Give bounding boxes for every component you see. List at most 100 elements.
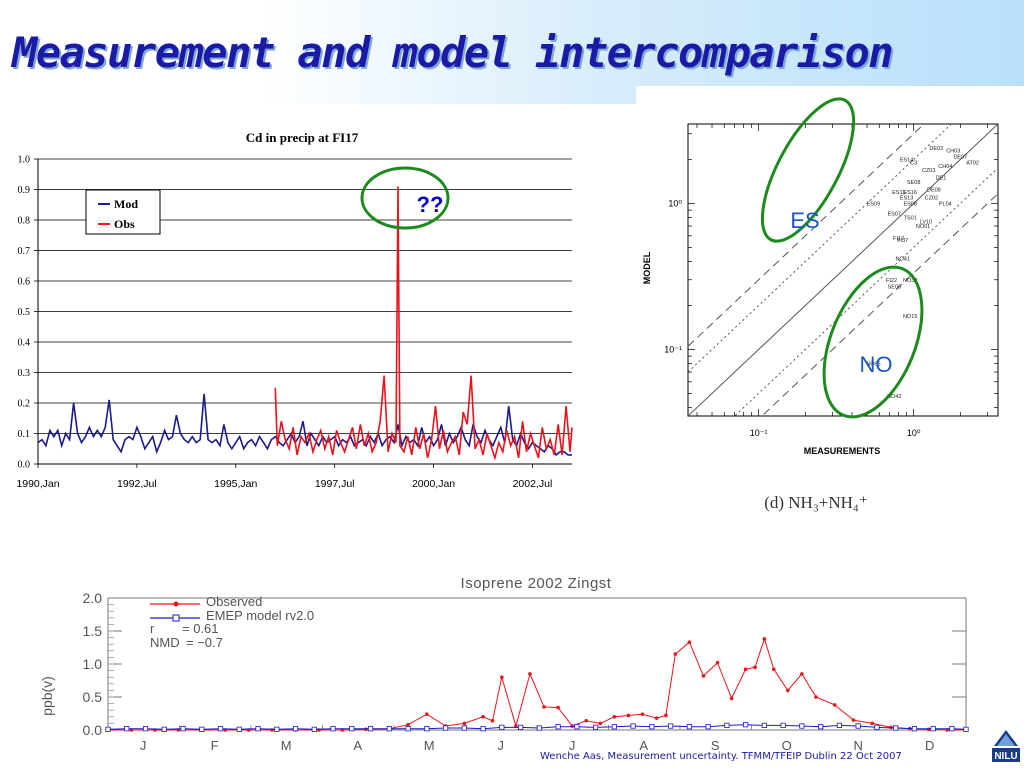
nh-factor3-upper [688,124,925,347]
iso-observed-point [851,718,856,722]
iso-observed-point [626,713,631,718]
nh-point-no41: NO41 [896,256,910,262]
iso-ytick-label: 2.0 [83,590,103,606]
es-label: ES [790,208,819,233]
iso-emep-point [292,726,299,732]
iso-emep-point [686,724,692,730]
iso-observed-point [598,721,603,726]
nh-point-de1: DE1 [936,176,947,182]
stat-r-value: = 0.61 [182,621,219,636]
nh-point-es11: ES11 [892,190,905,196]
iso-xtick-label: J [569,738,576,753]
iso-legend: Observed EMEP model rv2.0 r = 0.61 NMD =… [150,594,314,650]
nh-point-se05: SE05 [888,284,901,290]
iso-emep-point [217,726,224,732]
iso-title: Isoprene 2002 Zingst [461,575,612,592]
nh-point-es13: ES13 [900,195,913,201]
nh-point-cz02: CZ02 [925,195,938,201]
nh-point-ch04: CH04 [938,164,952,170]
iso-observed-point [406,722,410,727]
nilu-logo-text: NILU [994,751,1017,762]
iso-observed-point [481,715,485,719]
cd-ytick-label: 0.6 [18,277,31,288]
nh-ytick-label: 10⁻¹ [664,344,682,354]
nh-point-de08: DE08 [927,187,941,193]
nh-point-es07: ES07 [888,212,901,218]
iso-emep-point [311,726,317,732]
cd-series-obs [274,186,573,461]
iso-emep-point [424,726,430,732]
iso-observed-point [425,712,429,716]
iso-observed-point [771,667,776,672]
legend-obs: Obs [114,217,135,231]
iso-observed-point [528,672,532,676]
cd-legend: Mod Obs [85,189,161,235]
legend-emep: EMEP model rv2.0 [206,608,314,623]
iso-emep-point [855,723,861,729]
nh-xtick-label: 10⁰ [907,428,921,438]
nh-point-pl04: PL04 [939,201,952,207]
cd-series-mod [37,393,572,457]
iso-emep-point [405,726,411,732]
nh-point-no01: NO01 [916,224,930,230]
nh-point-fi17: FI17 [893,236,904,242]
iso-xtick-label: M [424,738,435,753]
iso-emep-point [255,726,261,732]
iso-emep-point [874,724,880,730]
iso-observed-point [612,715,617,719]
cd-xtick-label: 1992,Jul [117,478,157,490]
cd-xtick-label: 2002,Jul [513,478,553,490]
iso-emep-point [611,724,617,730]
iso-observed-point [542,705,546,709]
iso-observed-point [786,688,790,693]
iso-emep-point [743,722,749,728]
iso-chart: Isoprene 2002 Zingst 0.0 0.5 1.0 1.5 2.0 J F M A… [39,575,969,753]
iso-emep-point [349,726,355,732]
iso-observed-point [687,640,692,645]
iso-emep-point [724,722,730,728]
cd-ytick-label: 0.1 [18,429,31,440]
cd-ytick-label: 0.8 [18,216,31,227]
iso-series-observed [108,637,966,731]
nh-point-lv10: LV10 [920,220,932,226]
nh-point-cz03: CZ03 [922,168,935,174]
cd-ytick-label: 1.0 [18,155,31,166]
iso-emep-point [911,726,918,732]
nh-point-es09: ES09 [867,201,880,207]
iso-emep-point [593,724,599,730]
nh-point-no55: NO55 [866,362,880,368]
iso-emep-point [274,726,280,732]
nh-point-es16: ES16 [903,190,916,196]
nh-point-es08: ES08 [903,201,916,207]
iso-observed-point [673,652,678,656]
iso-observed-point [364,727,368,732]
legend-mod: Mod [114,197,138,211]
iso-xtick-label: J [497,738,504,753]
nh-point-no15: NO15 [903,314,917,320]
iso-emep-point [480,726,486,732]
iso-emep-point [799,723,805,729]
iso-emep-point [142,726,149,732]
iso-observed-point [640,712,645,716]
iso-emep-point [386,726,392,732]
cd-chart: Cd in precip at FI17 0.0 0.1 0.2 0.3 0.4 0.5 0… [16,130,573,490]
iso-observed-point [832,703,837,707]
legend-observed: Observed [206,594,262,609]
cd-ytick-label: 0.0 [18,460,31,471]
iso-emep-point [649,724,655,730]
header-notch [636,86,1024,106]
iso-observed-point [800,672,804,676]
cd-xtick-label: 1997,Jul [315,478,355,490]
iso-ylabel: ppb(v) [39,676,55,716]
iso-emep-point [442,725,449,731]
iso-observed-point [462,721,467,726]
iso-emep-point [780,722,786,728]
nh-point-fi37: FI37 [897,238,908,244]
iso-observed-point [664,713,668,718]
iso-xtick-label: O [782,738,792,753]
nh-factor2-upper [688,124,953,373]
iso-observed-point [570,724,574,728]
cd-ytick-label: 0.2 [18,399,31,410]
footer-credit: Wenche Aas, Measurement uncertainty. TFM… [540,751,902,762]
